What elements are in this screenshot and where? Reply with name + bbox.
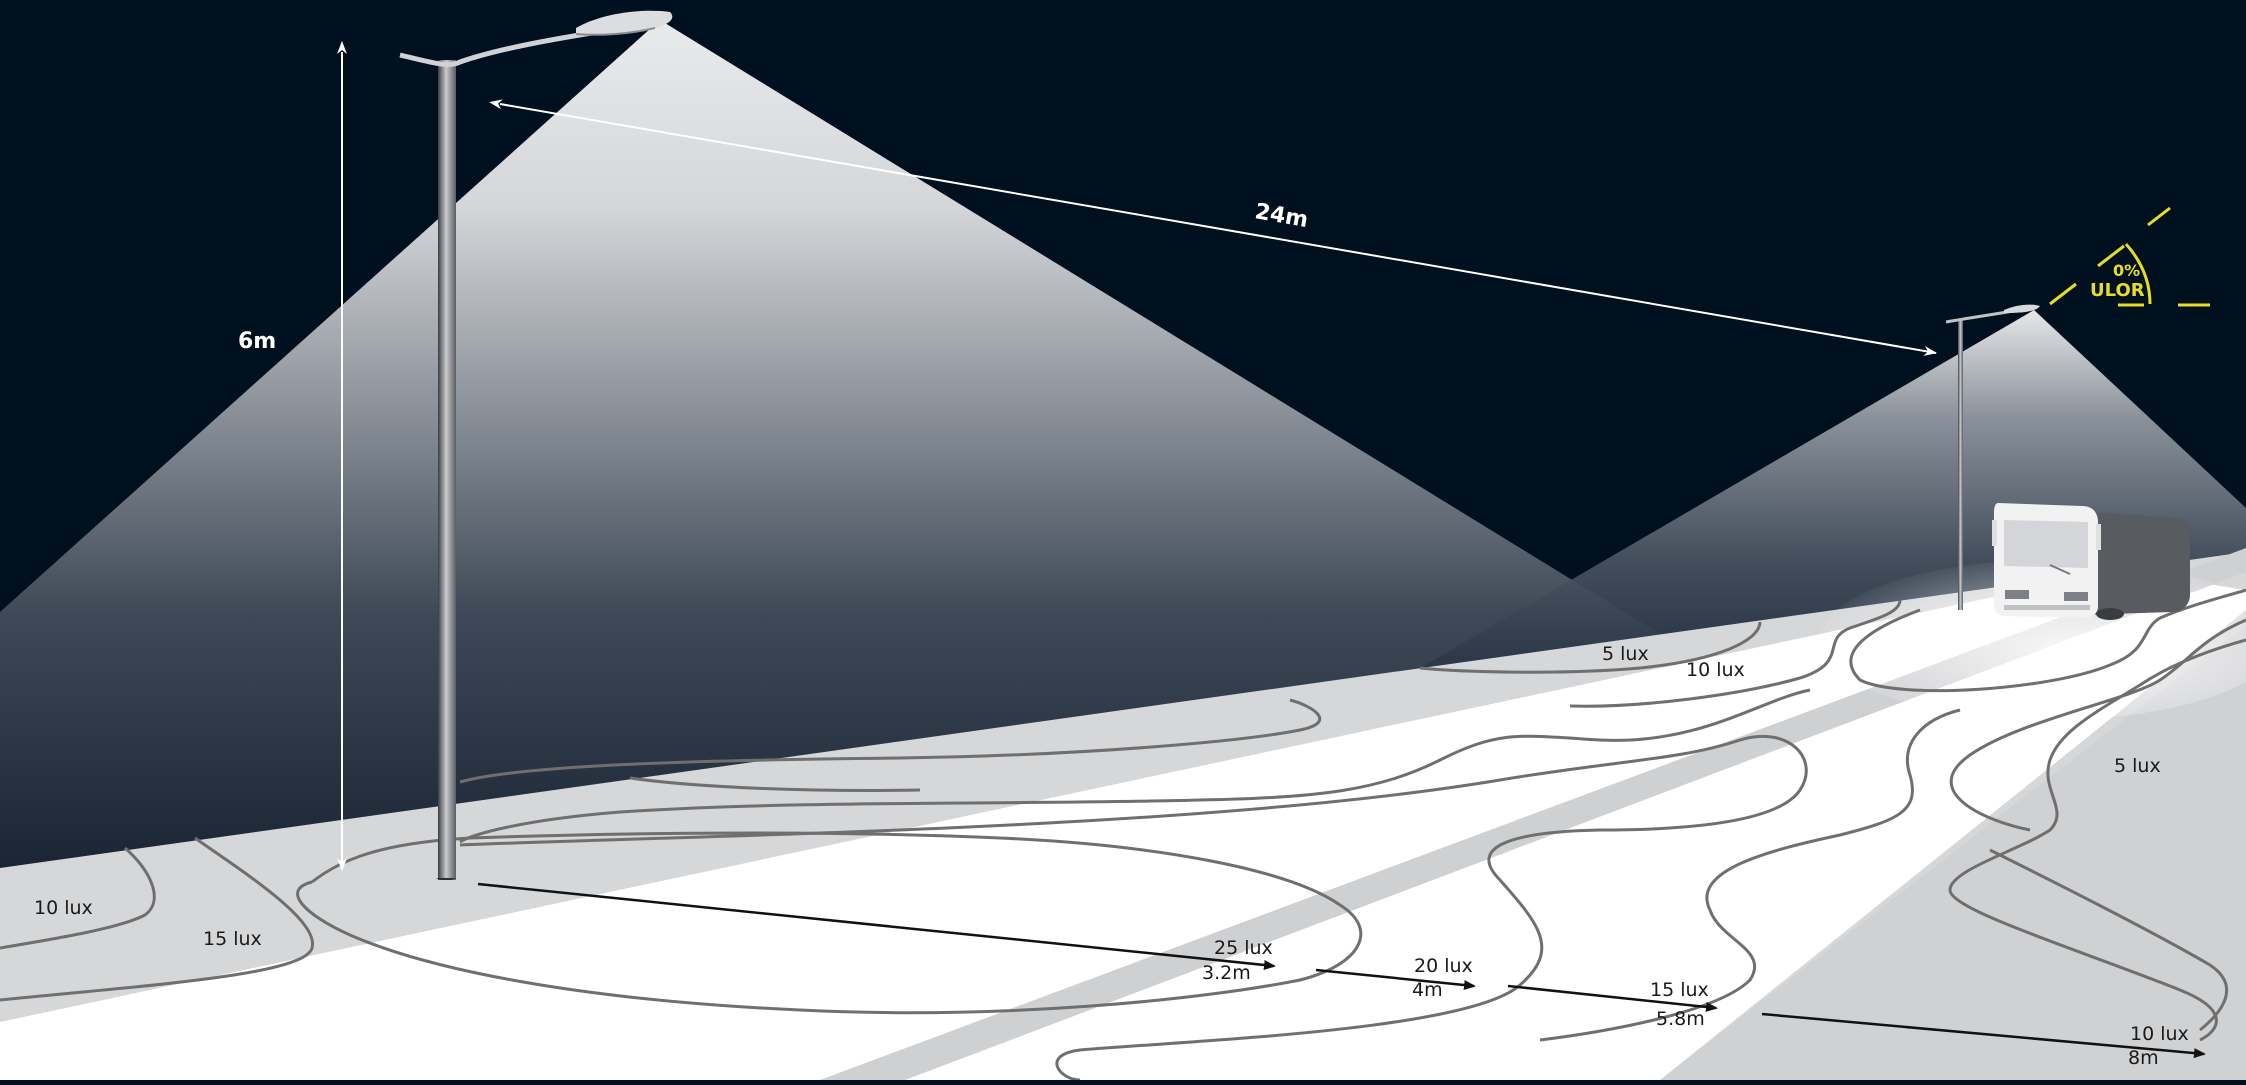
- bus-icon: [1992, 503, 2190, 620]
- near-street-light: [399, 10, 673, 880]
- height-label: 6m: [238, 329, 276, 354]
- ulor-label: ULOR: [2090, 280, 2145, 301]
- ulor-value: 0%: [2113, 261, 2140, 280]
- arrow-10-lux: [1761, 1012, 2206, 1059]
- marker-25-lux: 25 lux: [1214, 937, 1273, 959]
- marker-8m: 8m: [2128, 1047, 2159, 1069]
- spacing-dimension-line: [489, 99, 1937, 356]
- near-light-beam: [0, 20, 1670, 868]
- distance-arrows: [477, 882, 2206, 1059]
- isolux-label-far-5: 5 lux: [1602, 643, 1649, 665]
- isolux-label-near-left-10: 10 lux: [34, 897, 93, 919]
- near-pole: [438, 60, 456, 880]
- isolux-label-far-10: 10 lux: [1686, 659, 1745, 681]
- arrow-20-lux: [1315, 968, 1476, 990]
- marker-4m: 4m: [1412, 979, 1443, 1001]
- marker-3-2m: 3.2m: [1202, 962, 1251, 984]
- isolux-label-near-left-15: 15 lux: [203, 928, 262, 950]
- far-luminaire: [2004, 304, 2040, 313]
- far-street-light: [1945, 304, 2040, 610]
- far-pole: [1958, 320, 1963, 610]
- illuminated-road: [0, 570, 2246, 1080]
- marker-5-8m: 5.8m: [1656, 1008, 1705, 1030]
- marker-10-lux: 10 lux: [2130, 1023, 2189, 1045]
- marker-20-lux: 20 lux: [1414, 955, 1473, 977]
- marker-15-lux: 15 lux: [1650, 979, 1709, 1001]
- isolux-label-right-5: 5 lux: [2114, 755, 2161, 777]
- arrow-15-lux: [1507, 984, 1718, 1012]
- ulor-indicator: 0% ULOR: [2049, 206, 2210, 307]
- isolux-contours: [0, 588, 2246, 1082]
- right-verge: [1660, 625, 2246, 1080]
- arrow-25-lux: [477, 882, 1276, 970]
